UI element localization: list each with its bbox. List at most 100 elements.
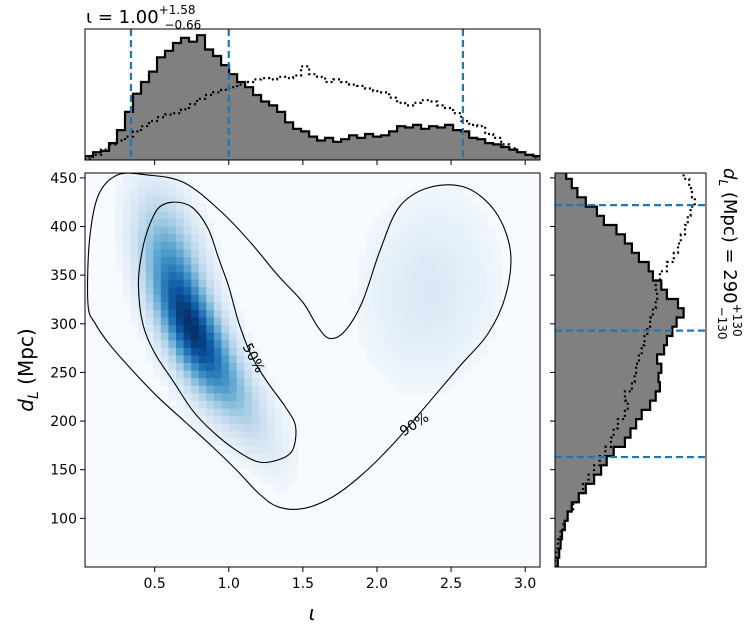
- density-cell: [433, 301, 442, 310]
- density-cell: [274, 407, 283, 417]
- density-cell: [395, 347, 405, 356]
- density-cell: [183, 354, 192, 363]
- density-cell: [251, 347, 260, 356]
- density-cell: [449, 377, 458, 386]
- density-cell: [441, 226, 450, 235]
- density-cell: [122, 271, 132, 280]
- density-cell: [486, 279, 496, 288]
- density-cell: [433, 195, 442, 204]
- density-cell: [168, 339, 177, 348]
- density-cell: [441, 377, 450, 386]
- density-cell: [471, 339, 480, 348]
- density-cell: [198, 362, 207, 371]
- density-cell: [456, 362, 465, 371]
- density-cell: [251, 415, 260, 424]
- x-tick-label: 1.5: [292, 576, 314, 592]
- density-cell: [456, 294, 465, 303]
- density-cell: [373, 279, 382, 288]
- density-cell: [441, 347, 450, 356]
- density-cell: [494, 279, 503, 288]
- density-cell: [411, 294, 420, 303]
- density-cell: [380, 347, 389, 356]
- density-cell: [358, 279, 367, 288]
- density-cell: [176, 301, 185, 310]
- density-cell: [160, 301, 169, 310]
- density-cell: [441, 354, 450, 363]
- density-cell: [449, 286, 458, 295]
- density-cell: [411, 377, 420, 386]
- density-cell: [259, 445, 268, 454]
- density-cell: [160, 188, 169, 197]
- density-cell: [153, 241, 162, 250]
- density-cell: [206, 385, 215, 394]
- density-cell: [251, 370, 260, 379]
- density-cell: [251, 377, 260, 386]
- density-cell: [145, 324, 154, 333]
- density-cell: [153, 210, 162, 220]
- density-cell: [244, 332, 253, 341]
- density-cell: [206, 392, 215, 401]
- density-cell: [456, 271, 465, 280]
- density-cell: [358, 294, 367, 303]
- density-cell: [236, 309, 245, 318]
- density-cell: [160, 370, 169, 379]
- density-cell: [380, 339, 389, 348]
- density-cell: [236, 430, 245, 439]
- density-cell: [213, 241, 223, 250]
- density-cell: [282, 407, 291, 417]
- density-cell: [183, 347, 192, 356]
- density-cell: [426, 233, 435, 242]
- density-cell: [153, 203, 162, 212]
- density-cell: [183, 377, 192, 386]
- density-cell: [130, 241, 139, 250]
- density-cell: [213, 370, 223, 379]
- density-cell: [229, 400, 238, 409]
- density-cell: [418, 195, 427, 204]
- density-cell: [183, 370, 192, 379]
- density-cell: [130, 271, 139, 280]
- density-cell: [153, 309, 162, 318]
- density-cell: [115, 263, 124, 273]
- density-cell: [464, 301, 473, 310]
- density-cell: [282, 476, 291, 485]
- density-cell: [418, 377, 427, 386]
- density-cell: [176, 332, 185, 341]
- density-cell: [122, 210, 132, 220]
- density-cell: [191, 354, 200, 363]
- density-cell: [191, 226, 200, 235]
- density-cell: [403, 370, 412, 379]
- density-cell: [236, 423, 245, 432]
- density-cell: [365, 347, 374, 356]
- density-cell: [153, 317, 162, 326]
- density-cell: [259, 476, 268, 485]
- density-cell: [441, 195, 450, 204]
- density-cell: [464, 286, 473, 295]
- density-cell: [115, 180, 124, 189]
- density-cell: [471, 271, 480, 280]
- density-cell: [176, 180, 185, 189]
- density-cell: [160, 210, 169, 220]
- density-cell: [373, 317, 382, 326]
- density-cell: [373, 354, 382, 363]
- density-cell: [206, 226, 215, 235]
- density-cell: [464, 294, 473, 303]
- density-cell: [221, 430, 230, 439]
- density-cell: [122, 279, 132, 288]
- density-cell: [418, 203, 427, 212]
- density-cell: [198, 256, 207, 265]
- density-cell: [358, 263, 367, 273]
- density-cell: [494, 256, 503, 265]
- density-cell: [456, 309, 465, 318]
- density-cell: [494, 271, 503, 280]
- density-cell: [479, 210, 488, 220]
- density-cell: [130, 286, 139, 295]
- density-cell: [160, 279, 169, 288]
- density-cell: [229, 332, 238, 341]
- density-cell: [471, 309, 480, 318]
- density-cell: [464, 332, 473, 341]
- density-cell: [464, 309, 473, 318]
- density-cell: [441, 317, 450, 326]
- density-cell: [449, 248, 458, 257]
- density-cell: [358, 317, 367, 326]
- density-cell: [426, 218, 435, 227]
